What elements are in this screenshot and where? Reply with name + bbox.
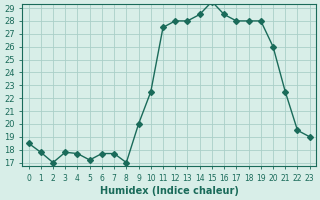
X-axis label: Humidex (Indice chaleur): Humidex (Indice chaleur) bbox=[100, 186, 239, 196]
